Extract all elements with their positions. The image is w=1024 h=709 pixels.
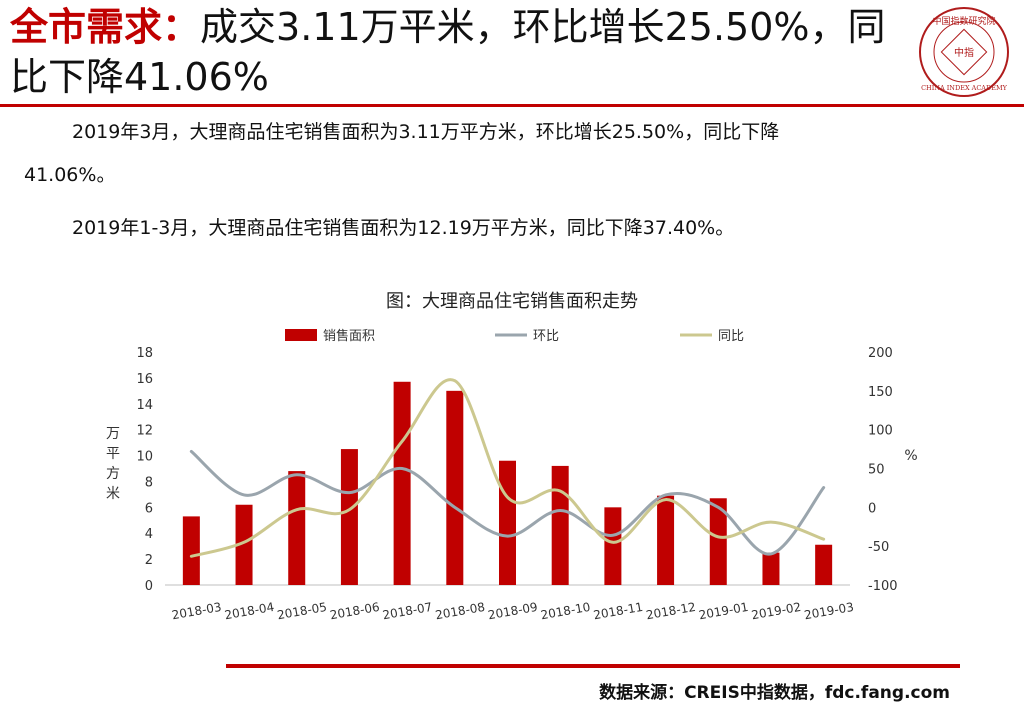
bar-sales-area — [604, 507, 622, 585]
y-right-axis-label: % — [904, 448, 917, 464]
logo-chinese-text: 中国指数研究院 — [932, 15, 995, 27]
logo: 中国指数研究院 中指 CHINA INDEX ACADEMY — [919, 7, 1009, 97]
bar-sales-area — [762, 552, 780, 585]
page-title: 全市需求：成交3.11万平米，环比增长25.50%，同比下降41.06% — [10, 2, 910, 102]
y-right-tick-label: -50 — [868, 540, 889, 555]
legend-label: 销售面积 — [323, 328, 375, 344]
y-right-tick-label: 100 — [868, 424, 893, 439]
x-tick-label: 2018-05 — [276, 600, 328, 622]
bar-sales-area — [393, 381, 411, 585]
bar-sales-area — [551, 465, 569, 585]
legend-swatch-bar — [285, 329, 317, 341]
x-tick-label: 2018-10 — [540, 600, 592, 622]
paragraph-1-line-1: 2019年3月，大理商品住宅销售面积为3.11万平方米，环比增长25.50%，同… — [72, 121, 780, 143]
y-left-tick-label: 0 — [145, 579, 153, 594]
bar-sales-area — [235, 504, 253, 585]
source-divider — [226, 664, 960, 668]
bar-sales-area — [446, 390, 464, 585]
x-tick-label: 2018-09 — [487, 600, 539, 622]
line-series-yoy — [189, 378, 826, 558]
data-source: 数据来源：CREIS中指数据，fdc.fang.com — [599, 683, 950, 703]
y-left-tick-label: 16 — [136, 372, 153, 387]
legend-label: 同比 — [718, 329, 744, 344]
line-series-mom — [189, 449, 826, 556]
x-tick-label: 2018-11 — [592, 600, 644, 622]
paragraph-1-line-2: 41.06%。 — [24, 164, 116, 186]
header-divider — [0, 104, 1024, 107]
y-left-axis-label: 万 — [106, 426, 120, 442]
bar-sales-area — [815, 544, 833, 585]
y-left-axis-label: 平 — [106, 446, 120, 462]
paragraph-2: 2019年1-3月，大理商品住宅销售面积为12.19万平方米，同比下降37.40… — [72, 217, 735, 239]
y-left-axis-label: 方 — [106, 466, 120, 482]
x-tick-label: 2018-07 — [382, 600, 434, 622]
logo-english-text: CHINA INDEX ACADEMY — [921, 84, 1008, 92]
y-right-tick-label: -100 — [868, 579, 898, 594]
x-tick-label: 2019-02 — [750, 600, 802, 622]
logo-center-text: 中指 — [954, 46, 974, 59]
y-right-tick-label: 0 — [868, 501, 876, 516]
y-left-tick-label: 2 — [145, 553, 153, 568]
y-right-tick-label: 200 — [868, 346, 893, 361]
y-left-tick-label: 10 — [136, 450, 153, 465]
y-left-tick-label: 8 — [145, 475, 153, 490]
bar-sales-area — [709, 498, 727, 585]
y-right-tick-label: 150 — [868, 385, 893, 400]
x-tick-label: 2018-06 — [329, 600, 381, 622]
x-tick-label: 2019-01 — [698, 600, 750, 622]
page-title-key: 全市需求： — [10, 5, 201, 49]
bar-sales-area — [182, 516, 200, 585]
y-left-tick-label: 12 — [136, 424, 153, 439]
x-tick-label: 2018-08 — [434, 600, 486, 622]
page-title-rest: 成交3.11万平米，环比增长25.50%，同比下降41.06% — [10, 5, 886, 99]
y-left-tick-label: 4 — [145, 527, 153, 542]
x-tick-label: 2018-12 — [645, 600, 697, 622]
y-left-tick-label: 14 — [136, 398, 153, 413]
bar-sales-area — [499, 460, 516, 585]
bar-sales-area — [288, 471, 306, 585]
x-tick-label: 2019-03 — [803, 600, 855, 622]
legend-label: 环比 — [533, 329, 559, 344]
y-right-tick-label: 50 — [868, 463, 885, 478]
y-left-tick-label: 18 — [136, 346, 153, 361]
bar-sales-area — [657, 495, 675, 585]
x-tick-label: 2018-04 — [223, 600, 275, 622]
y-left-axis-label: 米 — [106, 486, 120, 502]
bar-sales-area — [340, 449, 358, 585]
x-tick-label: 2018-03 — [171, 600, 223, 622]
y-left-tick-label: 6 — [145, 501, 153, 516]
chart-title: 图：大理商品住宅销售面积走势 — [386, 291, 638, 312]
